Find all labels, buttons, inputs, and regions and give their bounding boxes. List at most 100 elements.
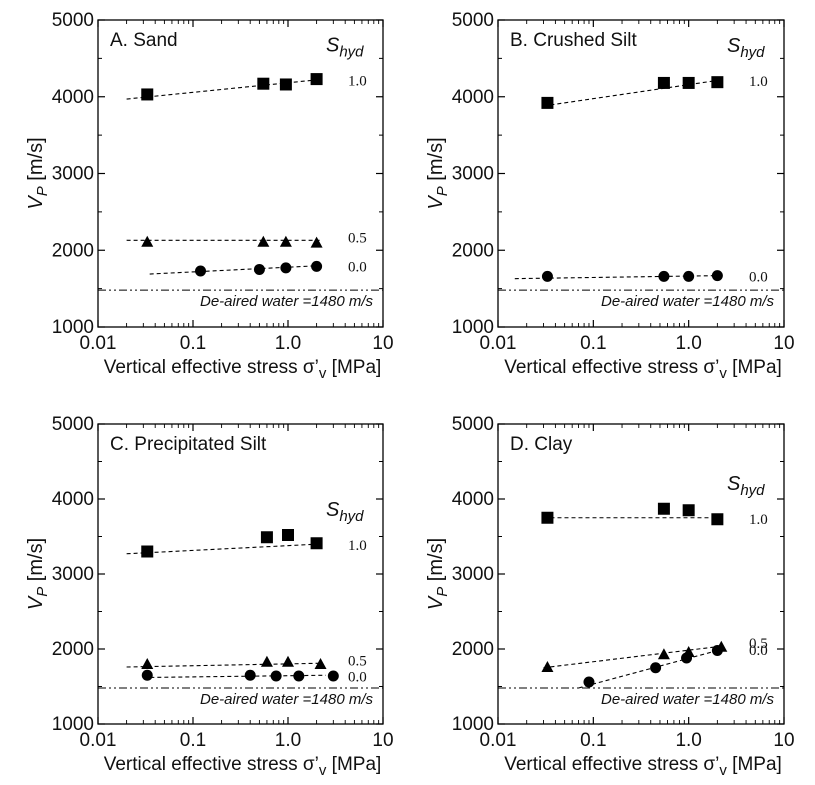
trend-line bbox=[578, 648, 724, 689]
x-axis-label: Vertical effective stress σ’v [MPa] bbox=[104, 357, 382, 382]
x-tick-label: 0.1 bbox=[180, 730, 206, 751]
data-point-circle bbox=[195, 265, 207, 277]
series-label: 1.0 bbox=[749, 74, 768, 90]
data-point-triangle bbox=[141, 235, 154, 247]
y-tick-label: 3000 bbox=[52, 564, 94, 585]
series-circle: 0.0 bbox=[141, 669, 367, 685]
y-tick-label: 2000 bbox=[52, 240, 94, 261]
x-tick-label: 0.1 bbox=[180, 333, 206, 354]
x-tick-label: 1.0 bbox=[675, 730, 701, 751]
trend-line bbox=[149, 265, 321, 275]
shyd-legend-title: Shyd bbox=[727, 473, 765, 499]
series-label: 0.0 bbox=[749, 270, 768, 286]
x-tick-label: 10 bbox=[372, 333, 393, 354]
series-triangle: 0.5 bbox=[541, 636, 768, 672]
shyd-legend-title: Shyd bbox=[326, 34, 364, 60]
series-square: 1.0 bbox=[541, 502, 768, 528]
series-label: 0.5 bbox=[749, 636, 768, 652]
data-point-square bbox=[141, 545, 154, 558]
trend-line bbox=[143, 674, 326, 679]
trend-line bbox=[543, 645, 724, 669]
x-axis-label: Vertical effective stress σ’v [MPa] bbox=[504, 754, 782, 779]
y-tick-label: 5000 bbox=[452, 414, 494, 435]
data-point-circle bbox=[280, 262, 292, 274]
data-point-triangle bbox=[541, 661, 554, 672]
series-triangle: 0.5 bbox=[126, 653, 367, 669]
panel-c: 1000 2000 3000 4000 5000 0.01 0.1 1.0 10 Vertical… bbox=[25, 414, 394, 779]
series-square: 1.0 bbox=[126, 73, 367, 101]
series-label: 0.0 bbox=[348, 260, 367, 276]
plot-frame bbox=[97, 423, 384, 725]
data-point-circle bbox=[650, 662, 662, 674]
y-tick-label: 4000 bbox=[52, 87, 94, 108]
plot-frame bbox=[497, 423, 785, 725]
y-tick-label: 1000 bbox=[452, 714, 494, 735]
series-circle: 0.0 bbox=[514, 270, 768, 286]
data-point-circle bbox=[141, 669, 153, 681]
data-point-square bbox=[541, 96, 554, 109]
y-tick-label: 1000 bbox=[452, 317, 494, 338]
series-square: 1.0 bbox=[126, 529, 367, 558]
x-tick-label: 0.01 bbox=[80, 333, 117, 354]
x-tick-label: 0.1 bbox=[580, 333, 606, 354]
x-tick-label: 10 bbox=[773, 730, 794, 751]
data-point-triangle bbox=[282, 655, 294, 667]
shyd-legend-title: Shyd bbox=[727, 35, 765, 61]
y-axis-label: VP [m/s] bbox=[425, 137, 451, 209]
data-point-circle bbox=[658, 270, 670, 282]
data-point-square bbox=[682, 504, 695, 517]
data-point-square bbox=[279, 78, 292, 91]
shyd-legend-title: Shyd bbox=[326, 499, 364, 525]
data-point-circle bbox=[681, 652, 693, 664]
y-axis-label: VP [m/s] bbox=[425, 538, 451, 610]
data-point-circle bbox=[541, 270, 553, 282]
y-tick-label: 5000 bbox=[52, 10, 94, 31]
x-tick-label: 1.0 bbox=[275, 730, 301, 751]
x-axis-label: Vertical effective stress σ’v [MPa] bbox=[504, 357, 782, 382]
y-axis-label: VP [m/s] bbox=[25, 538, 51, 610]
plot-frame bbox=[97, 19, 384, 328]
y-tick-label: 2000 bbox=[452, 639, 494, 660]
series-square: 1.0 bbox=[541, 74, 768, 109]
water-reference-label: De-aired water =1480 m/s bbox=[200, 691, 373, 708]
data-point-square bbox=[711, 76, 724, 89]
data-point-square bbox=[541, 511, 554, 524]
panel-title: D. Clay bbox=[510, 434, 573, 455]
data-point-square bbox=[260, 531, 273, 544]
x-tick-label: 0.01 bbox=[80, 730, 117, 751]
x-tick-label: 0.1 bbox=[580, 730, 606, 751]
series-label: 1.0 bbox=[348, 73, 367, 89]
data-point-triangle bbox=[657, 648, 670, 660]
data-point-circle bbox=[293, 670, 305, 682]
data-point-square bbox=[682, 76, 695, 89]
data-point-triangle bbox=[257, 235, 270, 247]
data-point-circle bbox=[711, 270, 723, 282]
data-point-circle bbox=[270, 670, 282, 682]
y-tick-label: 2000 bbox=[52, 639, 94, 660]
y-axis-label: VP [m/s] bbox=[25, 137, 51, 209]
data-point-triangle bbox=[141, 658, 154, 669]
panel-a: 1000 2000 3000 4000 5000 0.01 0.1 1.0 10 Vertical… bbox=[25, 10, 394, 382]
data-point-circle bbox=[583, 676, 595, 688]
data-point-circle bbox=[244, 669, 256, 681]
x-tick-label: 0.01 bbox=[480, 730, 517, 751]
y-tick-label: 4000 bbox=[52, 489, 94, 510]
x-tick-label: 1.0 bbox=[275, 333, 301, 354]
data-point-circle bbox=[327, 670, 339, 682]
data-point-triangle bbox=[279, 235, 292, 247]
data-point-square bbox=[141, 88, 154, 101]
x-tick-label: 10 bbox=[773, 333, 794, 354]
y-tick-label: 4000 bbox=[452, 489, 494, 510]
series-label: 0.5 bbox=[348, 653, 367, 669]
water-reference-label: De-aired water =1480 m/s bbox=[200, 293, 373, 310]
panel-title: A. Sand bbox=[110, 30, 178, 51]
series-label: 0.0 bbox=[348, 669, 367, 685]
data-point-square bbox=[711, 513, 724, 526]
trend-line bbox=[126, 543, 321, 555]
series-circle: 0.0 bbox=[149, 260, 367, 277]
series-label: 1.0 bbox=[348, 538, 367, 554]
data-point-square bbox=[257, 77, 270, 90]
y-tick-label: 5000 bbox=[52, 414, 94, 435]
series-label: 0.5 bbox=[348, 230, 367, 246]
